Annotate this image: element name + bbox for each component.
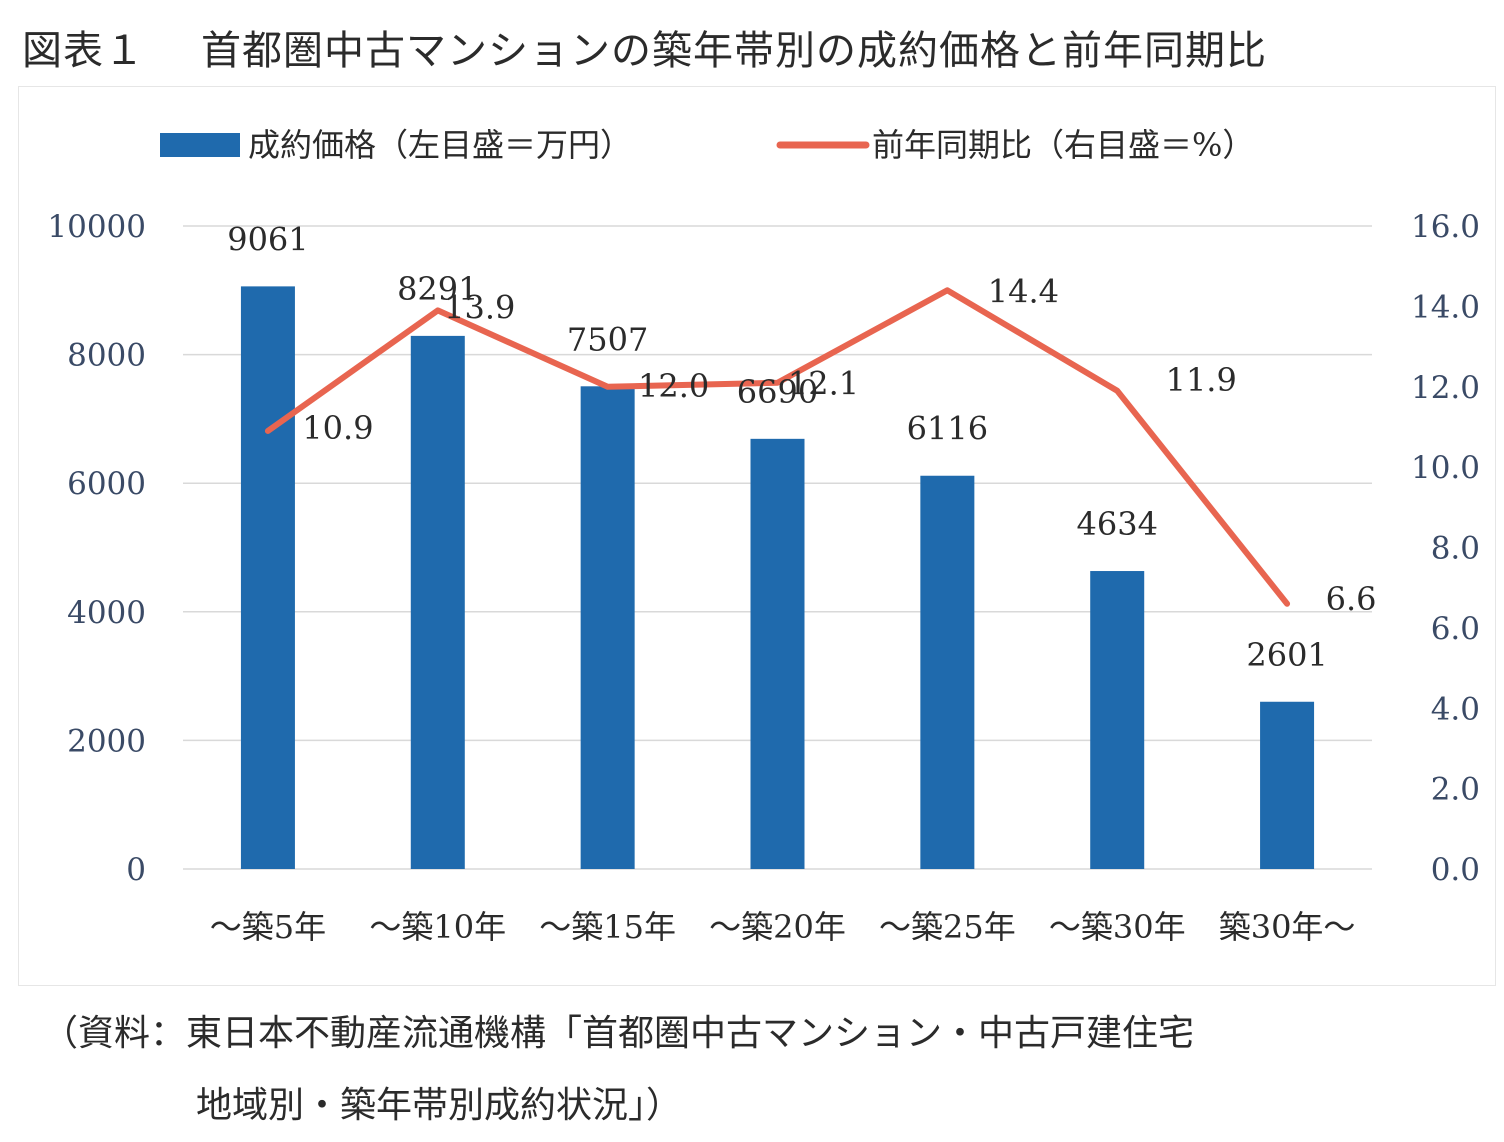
- left-axis-tick-label: 8000: [67, 338, 146, 374]
- bar-data-label: 7507: [567, 320, 648, 358]
- line-data-label: 13.9: [444, 288, 515, 326]
- bar: [1260, 701, 1315, 869]
- bar: [750, 438, 805, 869]
- source-note: （資料：東日本不動産流通機構「首都圏中古マンション・中古戸建住宅 地域別・築年帯…: [42, 998, 1194, 1142]
- right-axis-tick-label: 12.0: [1411, 370, 1480, 406]
- combo-chart: 0 2000 4000 6000 8000 10000 0.0 2.0 4.0 6.0 8.0 10.…: [47, 126, 1480, 946]
- bar-data-label: 8291: [397, 270, 478, 308]
- right-axis-tick-label: 6.0: [1431, 611, 1480, 647]
- line-data-label: 14.4: [988, 272, 1059, 310]
- bar: [1090, 571, 1145, 869]
- right-axis-tick-label: 14.0: [1411, 289, 1480, 325]
- legend-bar-label: 成約価格（左目盛＝万円）: [248, 126, 632, 164]
- right-axis-tick-label: 0.0: [1431, 852, 1480, 888]
- chart-container: [18, 86, 1496, 986]
- x-axis-category-label: ～築25年: [879, 908, 1016, 946]
- left-axis-tick-label: 6000: [67, 466, 146, 502]
- x-axis-category-label: ～築5年: [210, 908, 326, 946]
- source-line-2: 地域別・築年帯別成約状況」）: [196, 1085, 683, 1126]
- source-line-1: （資料：東日本不動産流通機構「首都圏中古マンション・中古戸建住宅: [42, 1013, 1195, 1054]
- bar: [580, 386, 635, 869]
- legend-bar-swatch: [160, 133, 240, 157]
- bar: [240, 286, 295, 869]
- left-axis-tick-label: 0: [126, 852, 146, 888]
- bar-data-label: 2601: [1246, 636, 1327, 674]
- right-axis-tick-label: 10.0: [1411, 450, 1480, 486]
- bar: [410, 335, 465, 870]
- right-axis-tick-label: 8.0: [1431, 531, 1480, 567]
- line-data-label: 10.9: [302, 409, 373, 447]
- x-axis-category-label: ～築15年: [539, 908, 676, 946]
- right-axis-tick-label: 2.0: [1431, 772, 1480, 808]
- figure-title-text: 首都圏中古マンションの築年帯別の成約価格と前年同期比: [201, 28, 1267, 74]
- line-data-label: 12.0: [638, 367, 709, 405]
- figure-number: 図表１: [22, 28, 145, 74]
- x-axis-category-label: ～築10年: [369, 908, 506, 946]
- left-axis-tick-label: 4000: [67, 595, 146, 631]
- x-axis-category-label: ～築30年: [1049, 908, 1186, 946]
- x-axis-category-label: ～築20年: [709, 908, 846, 946]
- right-axis-tick-label: 16.0: [1411, 209, 1480, 245]
- bar: [920, 475, 975, 869]
- bar-data-label: 6116: [907, 410, 988, 448]
- figure-title: 図表１ 首都圏中古マンションの築年帯別の成約価格と前年同期比: [22, 18, 1267, 76]
- bar-data-label: 4634: [1076, 505, 1157, 543]
- yoy-line: [264, 287, 1291, 607]
- line-data-label: 6.6: [1326, 580, 1377, 618]
- line-data-label: 12.1: [788, 365, 859, 403]
- bar-data-label: 9061: [227, 220, 308, 258]
- x-axis-category-label: 築30年～: [1219, 908, 1356, 946]
- left-axis-tick-label: 10000: [47, 209, 146, 245]
- legend-line-label: 前年同期比（右目盛＝%）: [872, 126, 1254, 164]
- bar-data-label: 6690: [737, 373, 818, 411]
- right-axis-tick-label: 4.0: [1431, 691, 1480, 727]
- line-data-label: 11.9: [1166, 361, 1237, 399]
- left-axis-tick-label: 2000: [67, 723, 146, 759]
